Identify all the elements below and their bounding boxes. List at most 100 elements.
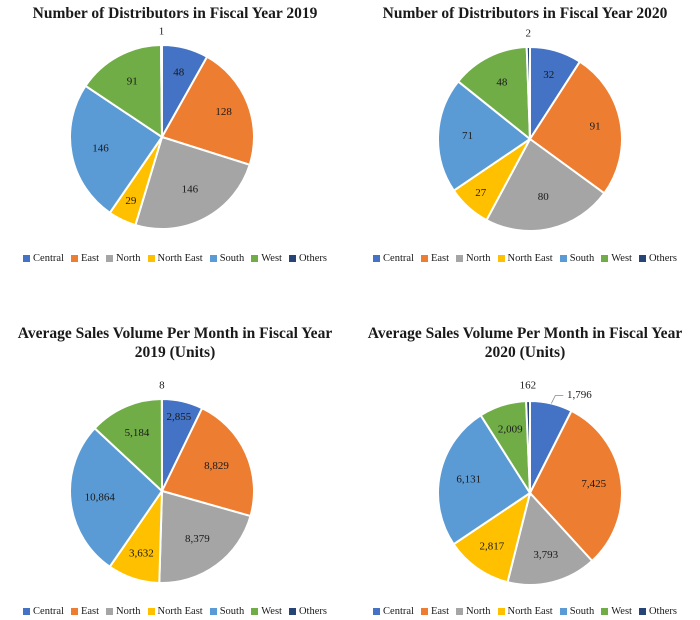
legend-item-east: East	[70, 606, 100, 617]
legend-label: West	[611, 253, 632, 264]
data-label-west: 5,184	[125, 427, 150, 439]
legend-swatch	[373, 255, 381, 262]
legend-label: Others	[648, 253, 677, 264]
pie-slice-west	[84, 43, 164, 139]
legend-swatch	[106, 608, 114, 615]
data-label-east: 7,425	[581, 478, 606, 490]
legend-label: West	[611, 606, 632, 617]
data-label-north: 8,379	[185, 533, 210, 545]
data-label-central: 48	[173, 66, 185, 78]
chart-legend: Central East North North East South West Other…	[350, 253, 700, 264]
legend-swatch	[23, 255, 31, 262]
pie-slice-west	[93, 397, 164, 494]
legend-swatch	[209, 608, 217, 615]
legend-swatch	[70, 608, 78, 615]
legend-item-east: East	[70, 253, 100, 264]
chart-panel-2: Number of Distributors in Fiscal Year 20…	[350, 0, 700, 310]
legend-swatch	[638, 255, 646, 262]
legend-item-north-east: North East	[497, 253, 553, 264]
legend-swatch	[601, 608, 609, 615]
chart-title: Number of Distributors in Fiscal Year 20…	[382, 5, 668, 22]
legend-label: North	[466, 606, 491, 617]
legend-label: North	[466, 253, 491, 264]
legend-swatch	[209, 255, 217, 262]
data-label-north: 80	[538, 191, 550, 203]
legend-swatch	[456, 255, 464, 262]
chart-legend: Central East North North East South West Other…	[0, 253, 350, 264]
legend-item-south: South	[559, 606, 595, 617]
data-label-north-east: 27	[475, 187, 487, 199]
legend-label: West	[261, 253, 282, 264]
pie-slice-south	[437, 80, 532, 192]
chart-panel-3: Average Sales Volume Per Month in Fiscal…	[0, 310, 350, 620]
data-label-north-east: 2,817	[479, 541, 504, 553]
data-label-central: 1,796	[567, 389, 592, 401]
legend-item-central: Central	[373, 606, 414, 617]
pie-slice-south	[437, 413, 532, 546]
pie-slice-north-east	[452, 490, 532, 584]
legend-swatch	[251, 608, 259, 615]
chart-panel-1: Number of Distributors in Fiscal Year 20…	[0, 0, 350, 310]
pie-slice-east	[160, 406, 255, 518]
legend-label: North	[116, 253, 141, 264]
pie-slice-north	[158, 489, 252, 584]
legend-label: North East	[507, 606, 553, 617]
legend-item-north-east: North East	[147, 606, 203, 617]
legend-swatch	[456, 608, 464, 615]
legend-item-central: Central	[23, 606, 64, 617]
legend-swatch	[288, 255, 296, 262]
pie-slice-others	[525, 45, 531, 140]
legend-label: South	[569, 606, 595, 617]
legend-swatch	[559, 255, 567, 262]
legend-swatch	[373, 608, 381, 615]
legend-label: Others	[648, 606, 677, 617]
legend-item-west: West	[601, 253, 632, 264]
legend-item-central: Central	[373, 253, 414, 264]
legend-label: East	[430, 253, 450, 264]
leader-line	[550, 395, 564, 404]
pie-slice-north	[485, 137, 606, 232]
data-label-north: 146	[182, 183, 199, 195]
legend-item-south: South	[209, 606, 244, 617]
legend-swatch	[601, 255, 609, 262]
legend-swatch	[23, 608, 31, 615]
legend-swatch	[106, 255, 114, 262]
legend-swatch	[70, 255, 78, 262]
legend-label: North	[116, 606, 141, 617]
legend-swatch	[497, 255, 505, 262]
data-label-east: 91	[590, 120, 601, 132]
data-label-south: 10,864	[85, 491, 116, 503]
legend-item-south: South	[559, 253, 594, 264]
legend-label: Others	[298, 606, 327, 617]
pie-chart: 32 91 80 27 71 48 2	[437, 27, 623, 232]
legend-label: Central	[383, 606, 414, 617]
pie-slice-south	[69, 426, 164, 569]
pie-slice-south	[69, 84, 164, 215]
legend-item-east: East	[420, 253, 450, 264]
pie-slice-north	[506, 490, 594, 586]
legend-label: Central	[383, 253, 414, 264]
data-label-others: 8	[159, 379, 165, 391]
legend-label: East	[80, 253, 100, 264]
chart-panel-4: Average Sales Volume Per Month in Fiscal…	[350, 310, 700, 620]
legend-label: West	[261, 606, 282, 617]
data-label-west: 48	[496, 77, 508, 89]
chart-legend: Central East North North East South West Other…	[350, 606, 700, 617]
data-label-south: 71	[462, 130, 473, 142]
data-label-west: 91	[127, 76, 138, 88]
legend-item-east: East	[420, 606, 449, 617]
chart-title: Average Sales Volume Per Month in Fiscal…	[367, 325, 683, 361]
pie-slice-east	[528, 409, 623, 563]
data-label-central: 2,855	[167, 411, 192, 423]
legend-label: East	[80, 606, 100, 617]
pie-slice-east	[160, 55, 255, 167]
chart-title: Number of Distributors in Fiscal Year 20…	[32, 5, 318, 22]
legend-item-central: Central	[23, 253, 64, 264]
legend-item-south: South	[209, 253, 245, 264]
legend-label: South	[219, 253, 245, 264]
legend-item-others: Others	[288, 606, 327, 617]
legend-item-north: North	[106, 253, 141, 264]
data-label-others: 2	[525, 27, 531, 39]
legend-label: North East	[157, 606, 203, 617]
pie-chart: 1,796 7,425 3,793 2,817 6,131 2,009 162	[437, 380, 623, 586]
